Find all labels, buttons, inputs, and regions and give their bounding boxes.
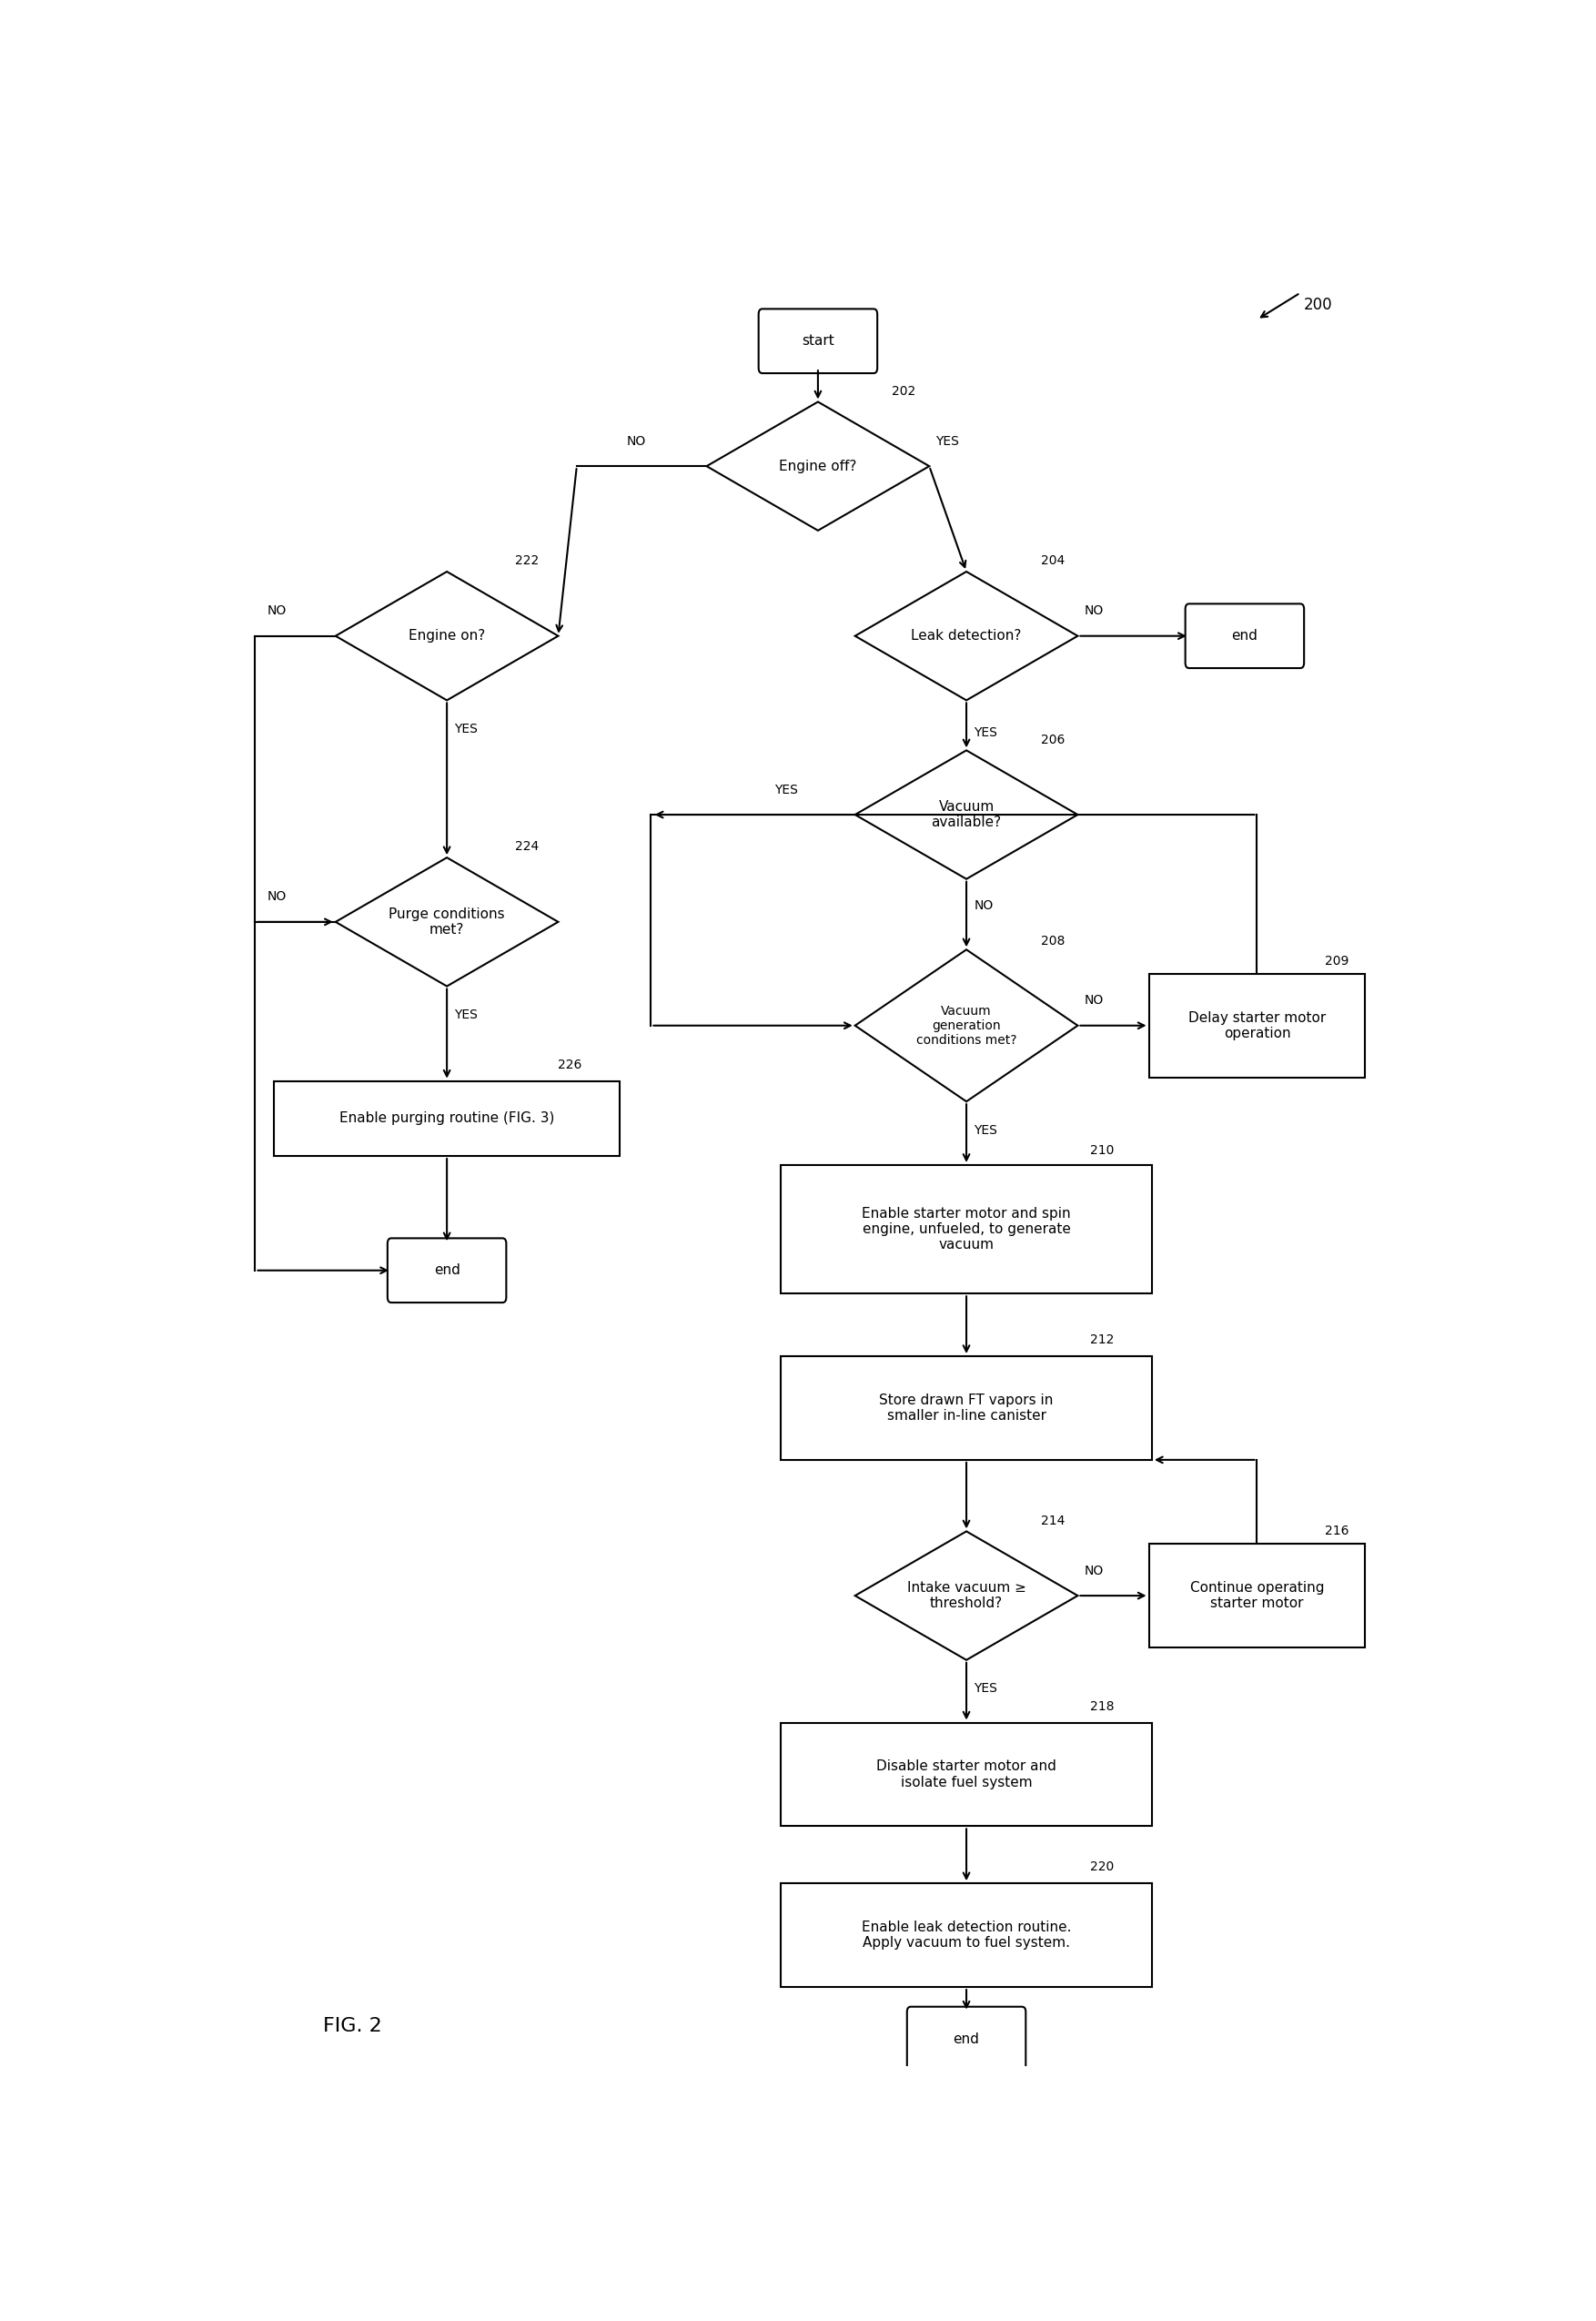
Text: 209: 209 <box>1325 954 1349 968</box>
Text: Intake vacuum ≥
threshold?: Intake vacuum ≥ threshold? <box>907 1581 1026 1611</box>
Text: Purge conditions
met?: Purge conditions met? <box>389 908 504 938</box>
Text: end: end <box>1232 629 1258 643</box>
Text: Enable starter motor and spin
engine, unfueled, to generate
vacuum: Enable starter motor and spin engine, un… <box>862 1207 1071 1251</box>
Text: 206: 206 <box>1041 733 1065 745</box>
Bar <box>780 1355 1152 1460</box>
FancyBboxPatch shape <box>758 309 878 374</box>
Text: 202: 202 <box>892 385 916 397</box>
Text: NO: NO <box>1084 603 1103 617</box>
Text: NO: NO <box>1084 993 1103 1007</box>
Text: Vacuum
available?: Vacuum available? <box>932 801 1001 829</box>
Text: NO: NO <box>268 603 287 617</box>
Text: 218: 218 <box>1090 1699 1114 1713</box>
Text: Leak detection?: Leak detection? <box>911 629 1021 643</box>
Text: YES: YES <box>974 1683 998 1694</box>
FancyBboxPatch shape <box>907 2008 1026 2070</box>
Text: YES: YES <box>974 1123 998 1137</box>
Polygon shape <box>707 402 929 532</box>
Text: YES: YES <box>774 782 798 796</box>
Text: Vacuum
generation
conditions met?: Vacuum generation conditions met? <box>916 1005 1017 1047</box>
Text: 210: 210 <box>1090 1144 1114 1156</box>
Text: NO: NO <box>1084 1564 1103 1576</box>
Text: 226: 226 <box>559 1058 583 1072</box>
Text: YES: YES <box>974 726 998 738</box>
FancyBboxPatch shape <box>388 1237 506 1302</box>
Text: Enable purging routine (FIG. 3): Enable purging routine (FIG. 3) <box>340 1112 554 1126</box>
Text: 216: 216 <box>1325 1525 1349 1537</box>
Polygon shape <box>855 750 1077 880</box>
Polygon shape <box>335 571 559 701</box>
Text: Delay starter motor
operation: Delay starter motor operation <box>1189 1012 1326 1040</box>
Text: Engine off?: Engine off? <box>779 460 857 473</box>
Text: 200: 200 <box>1304 297 1333 313</box>
Bar <box>780 1165 1152 1293</box>
Text: Engine on?: Engine on? <box>409 629 485 643</box>
Text: end: end <box>434 1263 460 1277</box>
Polygon shape <box>855 571 1077 701</box>
Polygon shape <box>855 949 1077 1102</box>
Bar <box>780 1882 1152 1987</box>
Text: YES: YES <box>935 434 959 448</box>
Text: YES: YES <box>455 1007 477 1021</box>
Text: 220: 220 <box>1090 1861 1114 1873</box>
Text: FIG. 2: FIG. 2 <box>324 2017 381 2036</box>
Text: Store drawn FT vapors in
smaller in-line canister: Store drawn FT vapors in smaller in-line… <box>879 1393 1053 1423</box>
Bar <box>275 1082 621 1156</box>
Text: Disable starter motor and
isolate fuel system: Disable starter motor and isolate fuel s… <box>876 1759 1057 1789</box>
Text: 204: 204 <box>1041 555 1065 566</box>
Text: 214: 214 <box>1041 1513 1065 1527</box>
Text: start: start <box>801 334 835 348</box>
Text: 224: 224 <box>516 840 539 854</box>
Text: end: end <box>953 2033 980 2045</box>
Text: Continue operating
starter motor: Continue operating starter motor <box>1191 1581 1325 1611</box>
Text: NO: NO <box>626 434 645 448</box>
Bar <box>1149 1543 1365 1648</box>
Bar <box>780 1722 1152 1827</box>
Text: 212: 212 <box>1090 1335 1114 1346</box>
Text: 222: 222 <box>516 555 539 566</box>
Text: NO: NO <box>268 891 287 903</box>
Bar <box>1149 975 1365 1077</box>
Text: YES: YES <box>455 722 477 736</box>
Polygon shape <box>335 856 559 986</box>
Text: NO: NO <box>974 901 993 912</box>
FancyBboxPatch shape <box>1186 603 1304 668</box>
Polygon shape <box>855 1532 1077 1660</box>
Text: Enable leak detection routine.
Apply vacuum to fuel system.: Enable leak detection routine. Apply vac… <box>862 1919 1071 1950</box>
Text: 208: 208 <box>1041 935 1065 947</box>
